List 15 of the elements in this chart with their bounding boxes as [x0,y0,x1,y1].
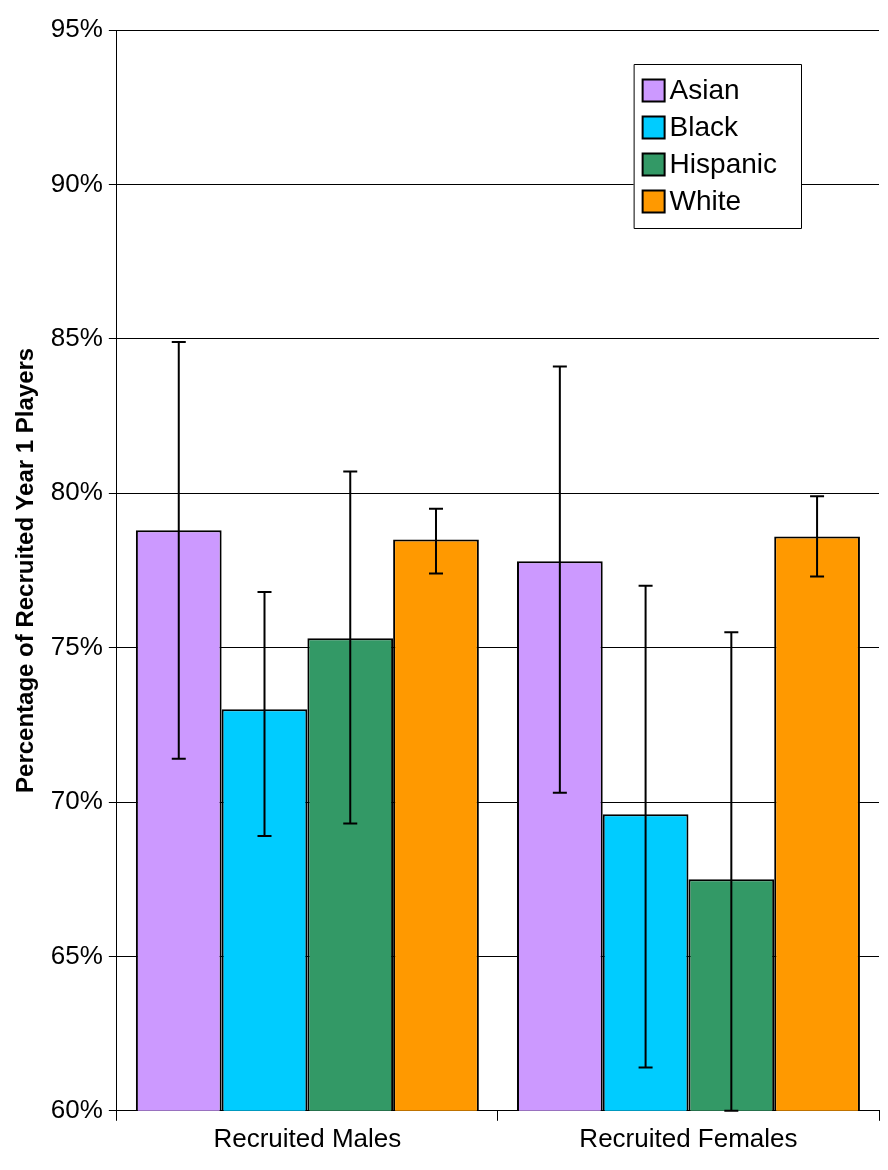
y-tick-label: 85% [50,321,103,352]
legend-label: White [669,185,742,217]
x-tick-label: Recruited Males [213,1122,402,1153]
y-tick-label: 95% [50,13,103,44]
y-tick-label: 60% [50,1093,103,1124]
y-tick-label: 75% [50,630,103,661]
y-tick-label: 65% [50,939,103,970]
y-tick-label: 80% [50,476,103,507]
legend-label: Hispanic [669,148,778,180]
x-tick-label: Recruited Females [579,1122,798,1153]
legend-label: Black [669,111,740,143]
legend-label: Asian [669,74,740,106]
y-tick-label: 90% [50,167,103,198]
y-axis-title: Percentage of Recruited Year 1 Players [11,347,39,793]
y-tick-label: 70% [50,785,103,816]
